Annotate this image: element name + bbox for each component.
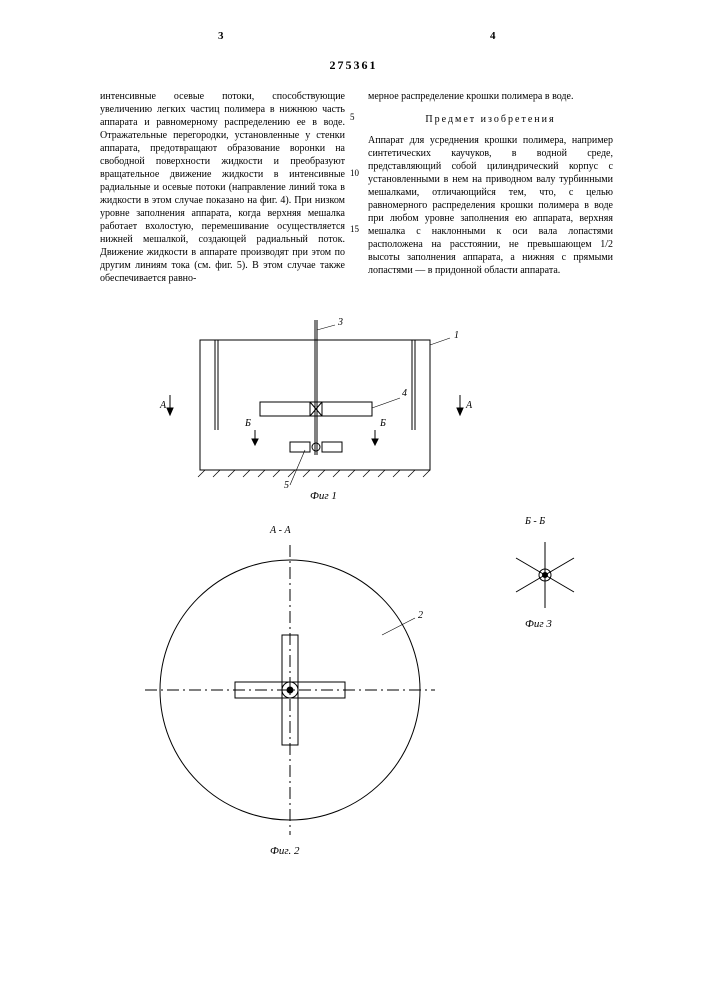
fig1-svg	[140, 320, 500, 510]
fig1-section-B-right: Б	[380, 418, 386, 429]
right-col-intro: мерное распределение крошки полимера в в…	[368, 91, 573, 102]
fig1-section-B-left: Б	[245, 418, 251, 429]
fig3-section-label: Б - Б	[525, 516, 545, 527]
line-marker: 15	[350, 224, 359, 234]
figures-region: 1 3 4 5 А А Б Б Фиг 1 А - А 2 Фиг. 2	[100, 320, 620, 920]
fig1-label-5: 5	[284, 480, 289, 491]
right-col-body: Аппарат для усреднения крошки полимера, …	[368, 135, 613, 276]
document-number: 275361	[330, 58, 378, 73]
fig3-caption: Фиг 3	[525, 618, 552, 630]
fig1-label-3: 3	[338, 317, 343, 328]
left-column-text: интенсивные осевые потоки, способствующи…	[100, 90, 345, 285]
fig1-caption: Фиг 1	[310, 490, 337, 502]
fig1-label-1: 1	[454, 330, 459, 341]
fig1-label-4: 4	[402, 388, 407, 399]
fig1-section-A-right: А	[466, 400, 472, 411]
page-number-right: 4	[490, 30, 496, 42]
line-marker: 5	[350, 112, 355, 122]
section-heading: Предмет изобретения	[368, 113, 613, 126]
fig2-caption: Фиг. 2	[270, 845, 300, 857]
right-column: мерное распределение крошки полимера в в…	[368, 90, 613, 277]
fig1-section-A-left: А	[160, 400, 166, 411]
fig2-label-2: 2	[418, 610, 423, 621]
line-marker: 10	[350, 168, 359, 178]
page-number-left: 3	[218, 30, 224, 42]
fig2-svg	[140, 540, 440, 840]
fig3-svg	[500, 530, 590, 620]
fig2-section-label: А - А	[270, 525, 291, 536]
